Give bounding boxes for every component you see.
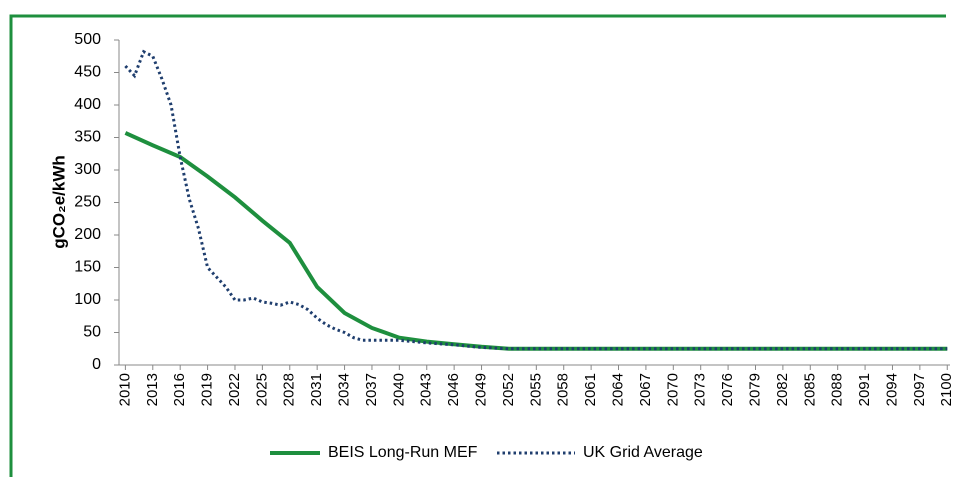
x-tick-label: 2079 bbox=[746, 373, 763, 406]
y-axis-label: gCO₂e/kWh bbox=[49, 155, 68, 249]
x-tick-label: 2055 bbox=[527, 373, 544, 406]
y-tick-label: 100 bbox=[74, 291, 101, 308]
x-tick-label: 2010 bbox=[116, 373, 133, 406]
x-tick-label: 2034 bbox=[336, 373, 353, 406]
x-tick-label: 2022 bbox=[226, 373, 243, 406]
x-tick-label: 2088 bbox=[829, 373, 846, 406]
x-tick-label: 2097 bbox=[911, 373, 928, 406]
y-tick-label: 450 bbox=[74, 64, 101, 81]
x-tick-label: 2073 bbox=[692, 373, 709, 406]
x-tick-label: 2100 bbox=[938, 373, 955, 406]
x-tick-label: 2058 bbox=[555, 373, 572, 406]
x-tick-label: 2019 bbox=[199, 373, 216, 406]
series-line bbox=[124, 49, 948, 351]
x-tick-label: 2049 bbox=[473, 373, 490, 406]
x-tick-label: 2052 bbox=[500, 373, 517, 406]
x-tick-label: 2040 bbox=[390, 373, 407, 406]
x-tick-label: 2043 bbox=[418, 373, 435, 406]
y-tick-label: 500 bbox=[74, 31, 101, 48]
x-tick-label: 2025 bbox=[253, 373, 270, 406]
y-tick-label: 200 bbox=[74, 226, 101, 243]
x-tick-label: 2013 bbox=[144, 373, 161, 406]
legend-label: UK Grid Average bbox=[583, 444, 703, 461]
x-tick-label: 2037 bbox=[363, 373, 380, 406]
series-line bbox=[124, 131, 948, 351]
legend-label: BEIS Long-Run MEF bbox=[328, 444, 478, 461]
x-tick-label: 2076 bbox=[719, 373, 736, 406]
x-tick-label: 2070 bbox=[664, 373, 681, 406]
y-tick-label: 400 bbox=[74, 96, 101, 113]
frame bbox=[9, 14, 946, 477]
x-tick-label: 2082 bbox=[774, 373, 791, 406]
y-tick-label: 0 bbox=[92, 356, 101, 373]
y-tick-label: 150 bbox=[74, 259, 101, 276]
x-tick-label: 2064 bbox=[609, 373, 626, 406]
x-tick-label: 2067 bbox=[637, 373, 654, 406]
x-tick-label: 2091 bbox=[856, 373, 873, 406]
y-tick-label: 250 bbox=[74, 194, 101, 211]
x-tick-label: 2016 bbox=[171, 373, 188, 406]
x-tick-label: 2028 bbox=[281, 373, 298, 406]
x-tick-label: 2046 bbox=[445, 373, 462, 406]
y-tick-label: 50 bbox=[83, 324, 101, 341]
x-tick-label: 2031 bbox=[308, 373, 325, 406]
y-tick-label: 300 bbox=[74, 161, 101, 178]
y-tick-label: 350 bbox=[74, 129, 101, 146]
x-tick-label: 2085 bbox=[801, 373, 818, 406]
x-tick-label: 2094 bbox=[883, 373, 900, 406]
x-tick-label: 2061 bbox=[582, 373, 599, 406]
